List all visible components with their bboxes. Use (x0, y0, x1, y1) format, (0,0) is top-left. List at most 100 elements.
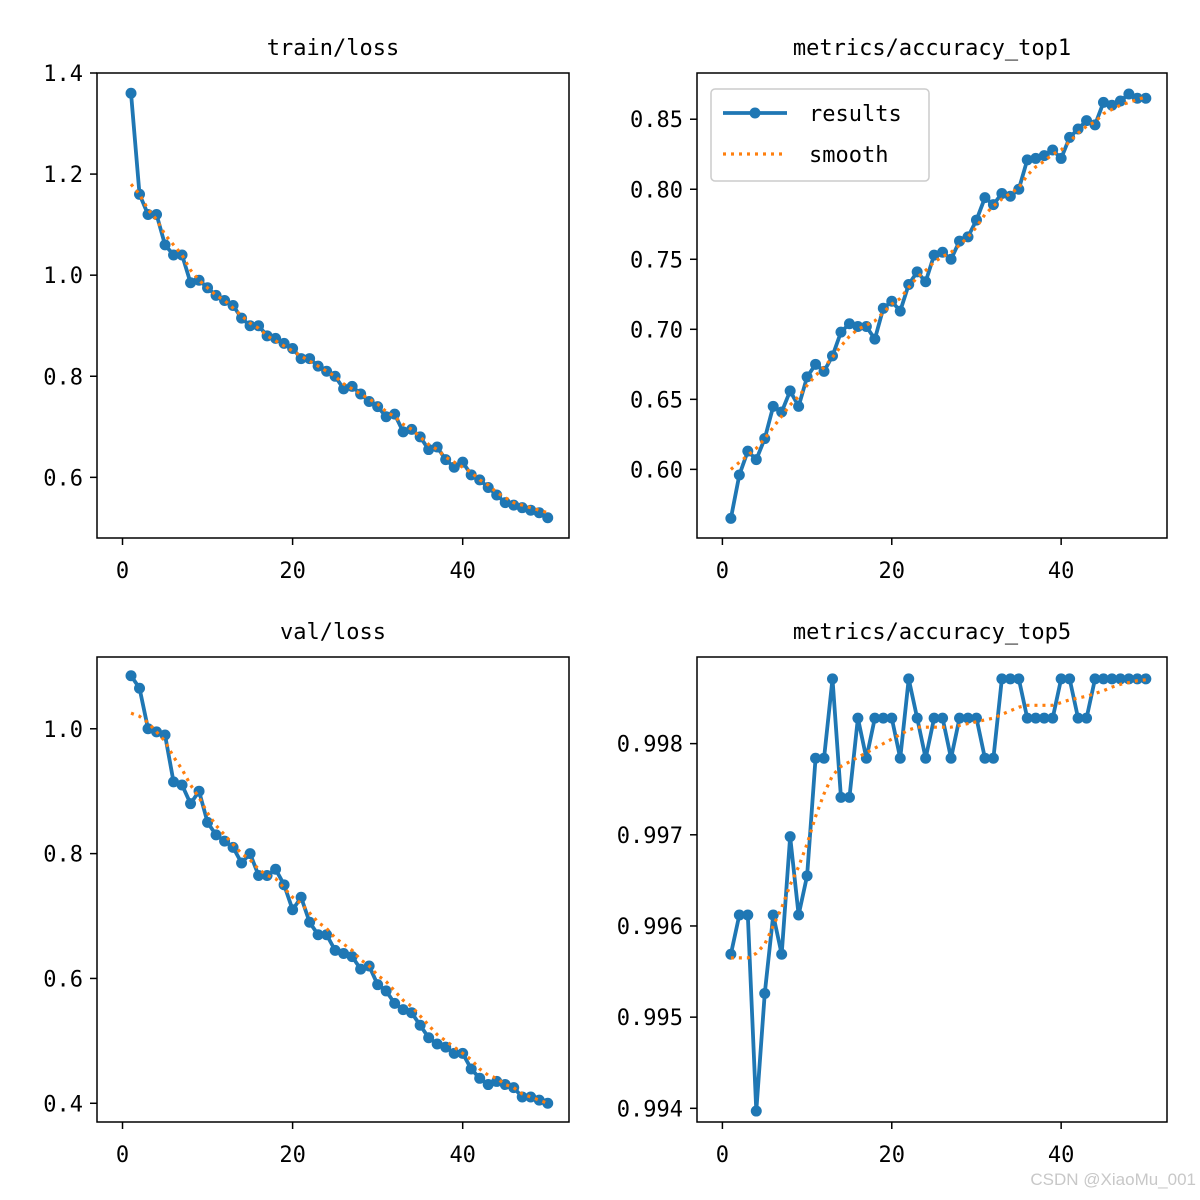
data-point (261, 869, 273, 881)
data-point (397, 426, 409, 438)
data-point (159, 239, 171, 251)
data-point (389, 408, 401, 420)
data-point (1055, 673, 1067, 685)
data-point (1013, 673, 1025, 685)
data-point (491, 489, 503, 501)
data-point (1081, 712, 1093, 724)
subplot-title: metrics/accuracy_top5 (793, 620, 1071, 645)
data-point (414, 1019, 426, 1031)
data-point (843, 318, 855, 330)
y-tick-label: 0.995 (617, 1006, 683, 1031)
plot-area (125, 670, 554, 1109)
y-tick-label: 1.4 (43, 62, 83, 87)
data-point (784, 831, 796, 843)
data-point (125, 87, 137, 99)
data-point (1030, 712, 1042, 724)
subplot-2: metrics/accuracy_top1 0 20 40 0.60 0.65 0.70 0.… (630, 36, 1168, 584)
y-tick-label: 0.996 (617, 915, 683, 940)
data-point (474, 1072, 486, 1084)
data-point (1064, 673, 1076, 685)
data-point (185, 277, 197, 289)
x-tick-label: 20 (879, 1143, 906, 1168)
data-point (134, 682, 146, 694)
x-tick-label: 40 (1048, 559, 1075, 584)
data-point (244, 848, 256, 860)
data-point (1064, 131, 1076, 143)
y-tick-label: 0.8 (43, 843, 83, 868)
data-point (1097, 96, 1109, 108)
subplot-1: train/loss 0 20 40 0.6 0.8 1.0 1.2 1.4 (43, 36, 570, 584)
data-point (499, 1079, 511, 1091)
data-point (835, 791, 847, 803)
x-tick-label: 0 (716, 559, 729, 584)
y-tick-label: 0.4 (43, 1092, 83, 1117)
data-point (826, 673, 838, 685)
data-point (533, 1094, 545, 1106)
data-point (516, 1091, 528, 1103)
data-point (818, 365, 830, 377)
legend: results smooth (710, 88, 930, 182)
data-point (270, 863, 282, 875)
data-point (380, 985, 392, 997)
data-point (928, 712, 940, 724)
data-point (1140, 673, 1152, 685)
data-point (125, 670, 137, 682)
y-tick-label: 1.0 (43, 264, 83, 289)
x-tick-label: 0 (116, 1143, 129, 1168)
data-point (193, 785, 205, 797)
axes-frame (696, 656, 1168, 1123)
series-line-smooth (729, 95, 1147, 471)
data-point (733, 469, 745, 481)
data-point (1072, 123, 1084, 135)
data-point (389, 997, 401, 1009)
data-point (482, 1079, 494, 1091)
plot-area (125, 87, 554, 524)
data-point (954, 235, 966, 247)
data-point (1004, 673, 1016, 685)
data-point (1021, 154, 1033, 166)
data-point (1072, 712, 1084, 724)
data-point (784, 385, 796, 397)
data-point (869, 333, 881, 345)
data-point (525, 1091, 537, 1103)
data-point (431, 1038, 443, 1050)
data-point (1114, 95, 1126, 107)
data-point (1131, 673, 1143, 685)
y-tick-label: 0.85 (630, 108, 683, 133)
subplot-4: metrics/accuracy_top5 0 20 40 0.994 0.995 0.99… (617, 620, 1168, 1168)
data-point (1047, 712, 1059, 724)
data-point (448, 1047, 460, 1059)
x-tick-label: 40 (449, 559, 476, 584)
x-tick-label: 20 (879, 559, 906, 584)
data-point (1106, 673, 1118, 685)
legend-marker (749, 107, 761, 119)
data-point (945, 752, 957, 764)
data-point (210, 829, 222, 841)
data-point (185, 798, 197, 810)
x-tick-label: 0 (716, 1143, 729, 1168)
data-point (321, 929, 333, 941)
plot-area (725, 88, 1152, 524)
legend-label: results (809, 102, 902, 127)
data-point (431, 441, 443, 453)
data-point (542, 512, 554, 524)
data-point (776, 948, 788, 960)
data-point (176, 779, 188, 791)
data-point (810, 752, 822, 764)
data-point (869, 712, 881, 724)
data-point (168, 776, 180, 788)
y-tick-label: 0.65 (630, 388, 683, 413)
y-tick-label: 1.0 (43, 718, 83, 743)
data-point (886, 295, 898, 307)
x-tick-label: 20 (279, 1143, 306, 1168)
x-tick-label: 40 (1048, 1143, 1075, 1168)
y-tick-label: 0.998 (617, 733, 683, 758)
data-point (835, 326, 847, 338)
data-point (970, 712, 982, 724)
data-point (516, 502, 528, 514)
data-point (372, 401, 384, 413)
subplot-title: metrics/accuracy_top1 (793, 36, 1071, 61)
data-point (776, 406, 788, 418)
data-point (750, 454, 762, 466)
y-tick-label: 0.70 (630, 318, 683, 343)
